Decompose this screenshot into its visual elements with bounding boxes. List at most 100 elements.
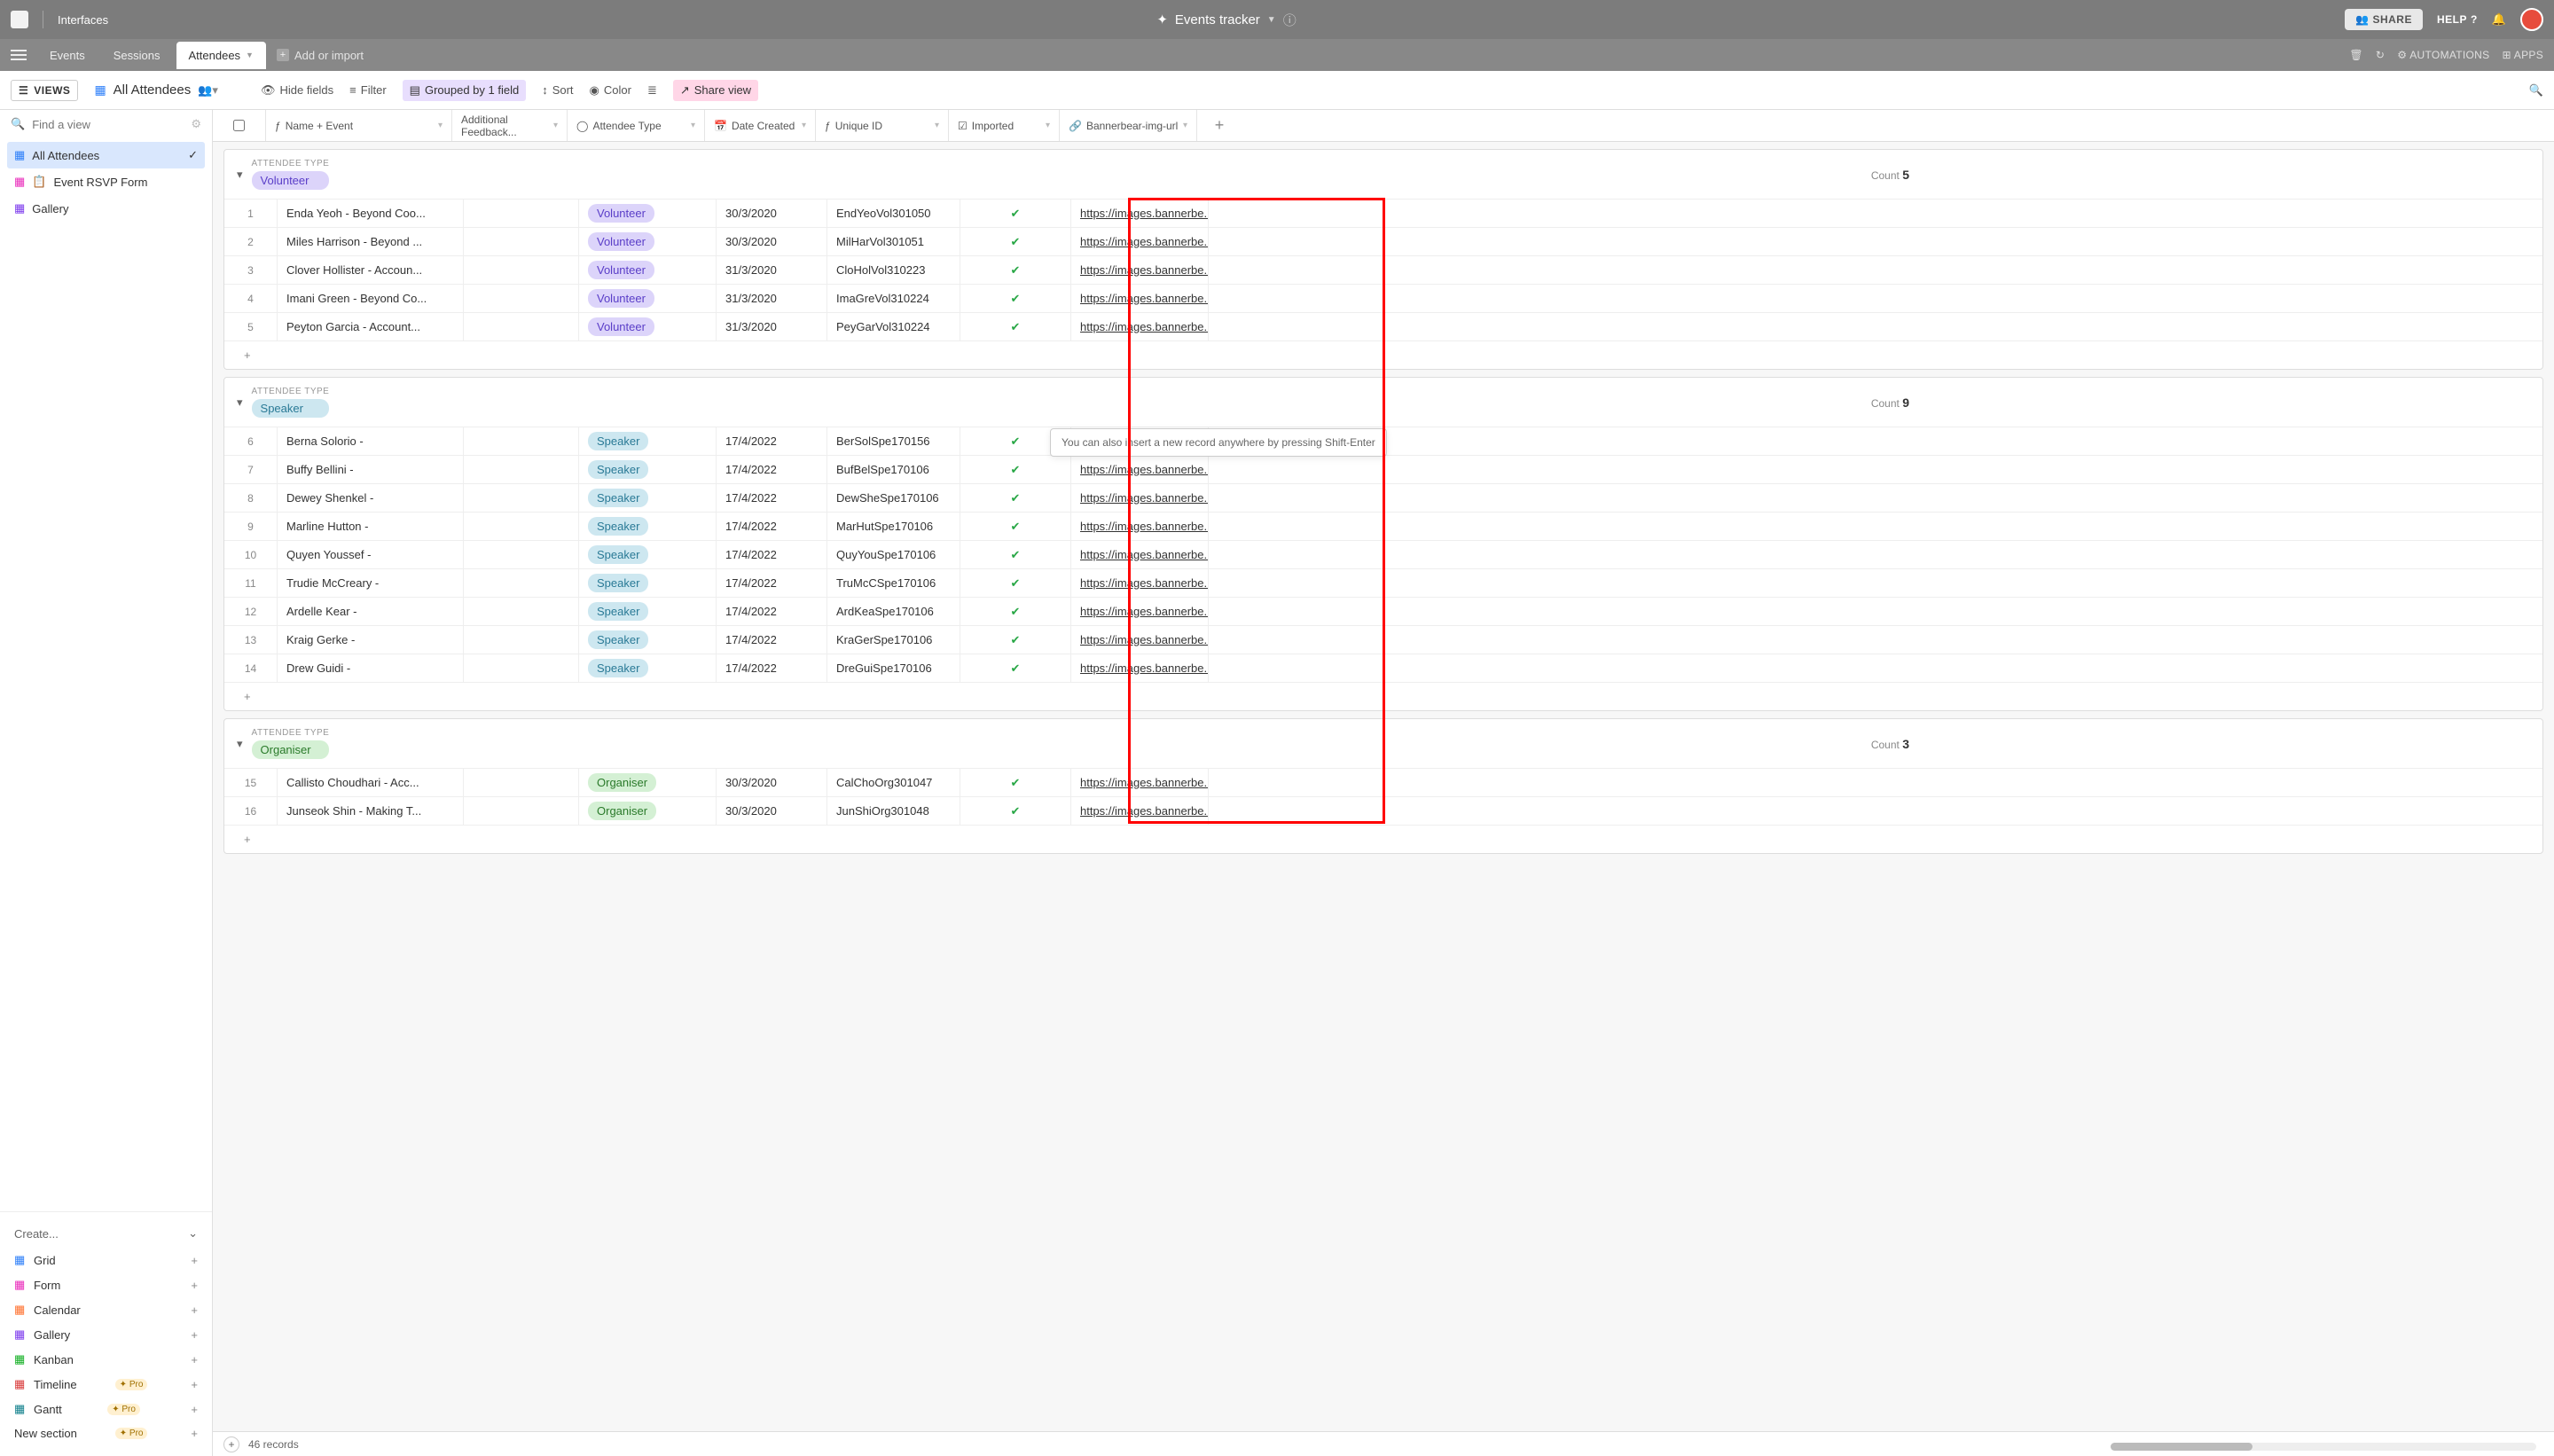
views-toggle[interactable]: ☰ VIEWS bbox=[11, 80, 78, 101]
base-title[interactable]: ✦ Events tracker ▼ ⓘ bbox=[108, 11, 2345, 29]
cell-url[interactable]: https://images.bannerbe... bbox=[1071, 769, 1209, 796]
bell-icon[interactable]: 🔔 bbox=[2492, 12, 2506, 27]
cell-date[interactable]: 17/4/2022 bbox=[717, 598, 827, 625]
cell-name[interactable]: Enda Yeoh - Beyond Coo... bbox=[278, 200, 464, 227]
create-section-toggle[interactable]: Create... ⌄ bbox=[11, 1219, 201, 1248]
cell-imported[interactable]: ✔ bbox=[960, 285, 1071, 312]
cell-url[interactable]: https://images.bannerbe... bbox=[1071, 256, 1209, 284]
cell-url[interactable]: https://images.bannerbe... bbox=[1071, 569, 1209, 597]
cell-name[interactable]: Ardelle Kear - bbox=[278, 598, 464, 625]
cell-date[interactable]: 17/4/2022 bbox=[717, 513, 827, 540]
cell-unique-id[interactable]: DreGuiSpe170106 bbox=[827, 654, 960, 682]
add-row-button[interactable]: + bbox=[224, 341, 2542, 369]
cell-unique-id[interactable]: QuyYouSpe170106 bbox=[827, 541, 960, 568]
column-attendee-type[interactable]: ◯Attendee Type▾ bbox=[568, 110, 705, 141]
cell-url[interactable]: https://images.bannerbe... bbox=[1071, 654, 1209, 682]
table-row[interactable]: 15 Callisto Choudhari - Acc... Organiser… bbox=[224, 768, 2542, 796]
table-row[interactable]: 10 Quyen Youssef - Speaker 17/4/2022 Quy… bbox=[224, 540, 2542, 568]
interfaces-link[interactable]: Interfaces bbox=[58, 13, 108, 27]
cell-attendee-type[interactable]: Volunteer bbox=[579, 285, 717, 312]
cell-attendee-type[interactable]: Speaker bbox=[579, 598, 717, 625]
view-item-all-attendees[interactable]: ▦All Attendees✓ bbox=[7, 142, 205, 168]
view-item-event-rsvp-form[interactable]: ▦📋Event RSVP Form bbox=[7, 168, 205, 195]
cell-name[interactable]: Peyton Garcia - Account... bbox=[278, 313, 464, 341]
cell-unique-id[interactable]: CalChoOrg301047 bbox=[827, 769, 960, 796]
current-view-name[interactable]: ▦ All Attendees 👥▾ bbox=[94, 82, 218, 98]
cell-url[interactable]: https://images.bannerbe... bbox=[1071, 484, 1209, 512]
automations-button[interactable]: ⚙ AUTOMATIONS bbox=[2397, 49, 2489, 61]
cell-unique-id[interactable]: BerSolSpe170156 bbox=[827, 427, 960, 455]
group-header[interactable]: ▾ ATTENDEE TYPE Organiser Count 3 bbox=[224, 719, 2542, 768]
column-date-created[interactable]: 📅Date Created▾ bbox=[705, 110, 816, 141]
table-row[interactable]: 3 Clover Hollister - Accoun... Volunteer… bbox=[224, 255, 2542, 284]
new-section-button[interactable]: New section ✦ Pro + bbox=[11, 1421, 201, 1445]
table-row[interactable]: 1 Enda Yeoh - Beyond Coo... Volunteer 30… bbox=[224, 199, 2542, 227]
cell-attendee-type[interactable]: Organiser bbox=[579, 769, 717, 796]
settings-icon[interactable]: ⚙ bbox=[191, 117, 201, 131]
cell-name[interactable]: Miles Harrison - Beyond ... bbox=[278, 228, 464, 255]
create-calendar[interactable]: ▦Calendar+ bbox=[11, 1297, 201, 1322]
cell-date[interactable]: 17/4/2022 bbox=[717, 626, 827, 654]
scrollbar-thumb[interactable] bbox=[2111, 1443, 2252, 1451]
cell-unique-id[interactable]: PeyGarVol310224 bbox=[827, 313, 960, 341]
cell-feedback[interactable] bbox=[464, 797, 579, 825]
filter-button[interactable]: ≡Filter bbox=[349, 83, 386, 97]
cell-unique-id[interactable]: EndYeoVol301050 bbox=[827, 200, 960, 227]
cell-feedback[interactable] bbox=[464, 256, 579, 284]
table-row[interactable]: 2 Miles Harrison - Beyond ... Volunteer … bbox=[224, 227, 2542, 255]
create-kanban[interactable]: ▦Kanban+ bbox=[11, 1347, 201, 1372]
table-row[interactable]: 9 Marline Hutton - Speaker 17/4/2022 Mar… bbox=[224, 512, 2542, 540]
column-unique-id[interactable]: ƒUnique ID▾ bbox=[816, 110, 949, 141]
add-record-button[interactable]: + bbox=[223, 1436, 239, 1452]
add-import-button[interactable]: + Add or import bbox=[277, 49, 364, 62]
cell-date[interactable]: 31/3/2020 bbox=[717, 313, 827, 341]
cell-name[interactable]: Dewey Shenkel - bbox=[278, 484, 464, 512]
app-logo[interactable] bbox=[11, 11, 28, 28]
column-imported[interactable]: ☑Imported▾ bbox=[949, 110, 1060, 141]
cell-attendee-type[interactable]: Speaker bbox=[579, 456, 717, 483]
cell-feedback[interactable] bbox=[464, 427, 579, 455]
column-name-event[interactable]: ƒName + Event▾ bbox=[266, 110, 452, 141]
cell-url[interactable]: https://images.bannerbe... bbox=[1071, 797, 1209, 825]
cell-imported[interactable]: ✔ bbox=[960, 200, 1071, 227]
cell-attendee-type[interactable]: Volunteer bbox=[579, 228, 717, 255]
cell-unique-id[interactable]: TruMcCSpe170106 bbox=[827, 569, 960, 597]
cell-url[interactable]: https://images.bannerbe... bbox=[1071, 456, 1209, 483]
create-grid[interactable]: ▦Grid+ bbox=[11, 1248, 201, 1272]
share-button[interactable]: 👥 SHARE bbox=[2345, 9, 2423, 30]
cell-unique-id[interactable]: KraGerSpe170106 bbox=[827, 626, 960, 654]
cell-url[interactable]: https://images.bannerbe... bbox=[1071, 513, 1209, 540]
cell-name[interactable]: Imani Green - Beyond Co... bbox=[278, 285, 464, 312]
cell-date[interactable]: 17/4/2022 bbox=[717, 569, 827, 597]
cell-date[interactable]: 30/3/2020 bbox=[717, 769, 827, 796]
hide-fields-button[interactable]: 👁Hide fields bbox=[261, 83, 333, 98]
cell-date[interactable]: 17/4/2022 bbox=[717, 456, 827, 483]
table-row[interactable]: 11 Trudie McCreary - Speaker 17/4/2022 T… bbox=[224, 568, 2542, 597]
cell-name[interactable]: Trudie McCreary - bbox=[278, 569, 464, 597]
group-header[interactable]: ▾ ATTENDEE TYPE Speaker Count 9 bbox=[224, 378, 2542, 427]
cell-feedback[interactable] bbox=[464, 513, 579, 540]
cell-name[interactable]: Junseok Shin - Making T... bbox=[278, 797, 464, 825]
cell-attendee-type[interactable]: Speaker bbox=[579, 626, 717, 654]
group-button[interactable]: ▤Grouped by 1 field bbox=[403, 80, 527, 101]
tab-events[interactable]: Events bbox=[37, 42, 98, 69]
cell-url[interactable]: https://images.bannerbe... bbox=[1071, 200, 1209, 227]
info-icon[interactable]: ⓘ bbox=[1283, 11, 1297, 29]
cell-date[interactable]: 30/3/2020 bbox=[717, 200, 827, 227]
add-column-button[interactable]: + bbox=[1197, 110, 1242, 141]
cell-feedback[interactable] bbox=[464, 285, 579, 312]
cell-name[interactable]: Berna Solorio - bbox=[278, 427, 464, 455]
find-view-input[interactable] bbox=[32, 118, 184, 131]
create-form[interactable]: ▦Form+ bbox=[11, 1272, 201, 1297]
cell-imported[interactable]: ✔ bbox=[960, 256, 1071, 284]
cell-feedback[interactable] bbox=[464, 456, 579, 483]
create-timeline[interactable]: ▦Timeline✦ Pro+ bbox=[11, 1372, 201, 1397]
table-row[interactable]: 7 Buffy Bellini - Speaker 17/4/2022 BufB… bbox=[224, 455, 2542, 483]
cell-imported[interactable]: ✔ bbox=[960, 598, 1071, 625]
cell-unique-id[interactable]: JunShiOrg301048 bbox=[827, 797, 960, 825]
share-view-button[interactable]: ↗Share view bbox=[673, 80, 758, 101]
cell-url[interactable]: https://images.bannerbe... bbox=[1071, 541, 1209, 568]
cell-unique-id[interactable]: DewSheSpe170106 bbox=[827, 484, 960, 512]
cell-date[interactable]: 31/3/2020 bbox=[717, 285, 827, 312]
cell-feedback[interactable] bbox=[464, 484, 579, 512]
